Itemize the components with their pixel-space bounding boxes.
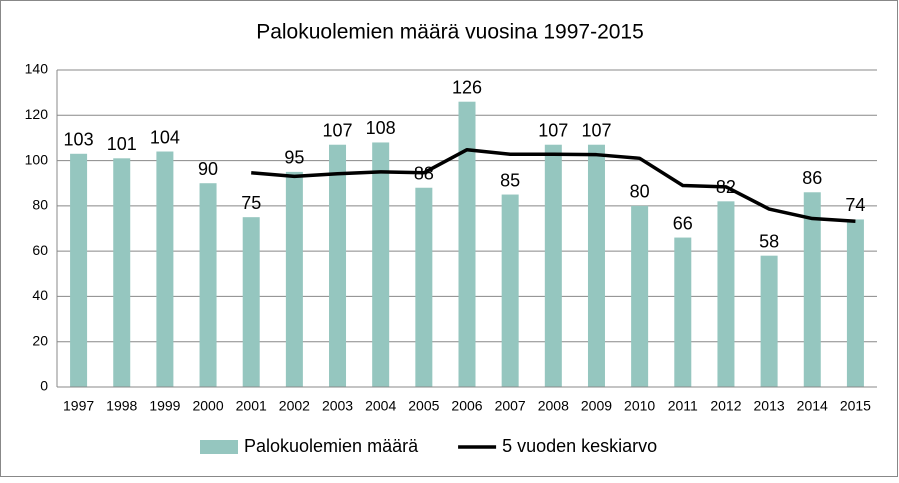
bar: [717, 201, 735, 387]
x-tick-label: 2013: [754, 398, 785, 414]
bar: [458, 101, 476, 387]
x-tick-label: 2014: [797, 398, 828, 414]
y-tick-label: 120: [25, 106, 49, 122]
x-tick-label: 2006: [451, 398, 482, 414]
x-tick-label: 2002: [279, 398, 310, 414]
bar: [285, 171, 303, 387]
bar: [803, 192, 821, 387]
data-label: 107: [538, 120, 568, 140]
bar: [329, 144, 347, 387]
y-tick-label: 20: [32, 332, 48, 348]
y-tick-label: 40: [32, 287, 48, 303]
x-tick-label: 1999: [149, 398, 180, 414]
legend-label: 5 vuoden keskiarvo: [502, 436, 657, 456]
bar: [199, 183, 217, 387]
data-label: 95: [284, 148, 304, 168]
x-tick-label: 2010: [624, 398, 655, 414]
data-label: 107: [581, 120, 611, 140]
x-tick-label: 2003: [322, 398, 353, 414]
data-label: 58: [759, 231, 779, 251]
bar: [544, 144, 562, 387]
x-tick-label: 2011: [668, 398, 698, 414]
data-label: 108: [366, 118, 396, 138]
y-tick-label: 80: [32, 197, 48, 213]
bar: [631, 205, 649, 387]
x-tick-label: 2001: [236, 398, 267, 414]
data-label: 104: [150, 127, 180, 147]
y-tick-label: 140: [25, 61, 49, 77]
legend-label: Palokuolemien määrä: [244, 436, 419, 456]
data-label: 86: [802, 168, 822, 188]
x-tick-label: 2000: [192, 398, 223, 414]
bar: [846, 219, 864, 387]
bar: [372, 142, 390, 387]
x-tick-label: 2008: [538, 398, 569, 414]
x-tick-label: 1997: [63, 398, 94, 414]
data-label: 74: [845, 195, 865, 215]
x-tick-label: 2004: [365, 398, 396, 414]
data-label: 80: [630, 182, 650, 202]
bar: [70, 153, 88, 387]
y-tick-label: 0: [40, 378, 48, 394]
x-tick-label: 2009: [581, 398, 612, 414]
data-label: 66: [673, 213, 693, 233]
data-label: 103: [64, 130, 94, 150]
x-tick-label: 2007: [495, 398, 526, 414]
x-tick-label: 2005: [408, 398, 439, 414]
bar: [760, 255, 778, 387]
bar: [415, 187, 433, 387]
x-tick-label: 1998: [106, 398, 137, 414]
data-label: 107: [323, 120, 353, 140]
bar: [242, 217, 260, 387]
x-tick-label: 2012: [710, 398, 741, 414]
average-line: [251, 147, 856, 224]
chart-title: Palokuolemien määrä vuosina 1997-2015: [256, 21, 644, 44]
bar: [156, 151, 174, 387]
bar: [674, 237, 692, 387]
data-label: 85: [500, 170, 520, 190]
bar: [113, 158, 131, 387]
x-tick-label: 2015: [840, 398, 871, 414]
data-label: 90: [198, 159, 218, 179]
y-tick-label: 60: [32, 242, 48, 258]
data-label: 126: [452, 77, 482, 97]
data-label: 101: [107, 134, 137, 154]
legend-swatch: [200, 440, 238, 454]
data-label: 75: [241, 193, 261, 213]
bar: [587, 144, 605, 387]
y-tick-label: 100: [25, 151, 49, 167]
bar: [501, 194, 519, 387]
